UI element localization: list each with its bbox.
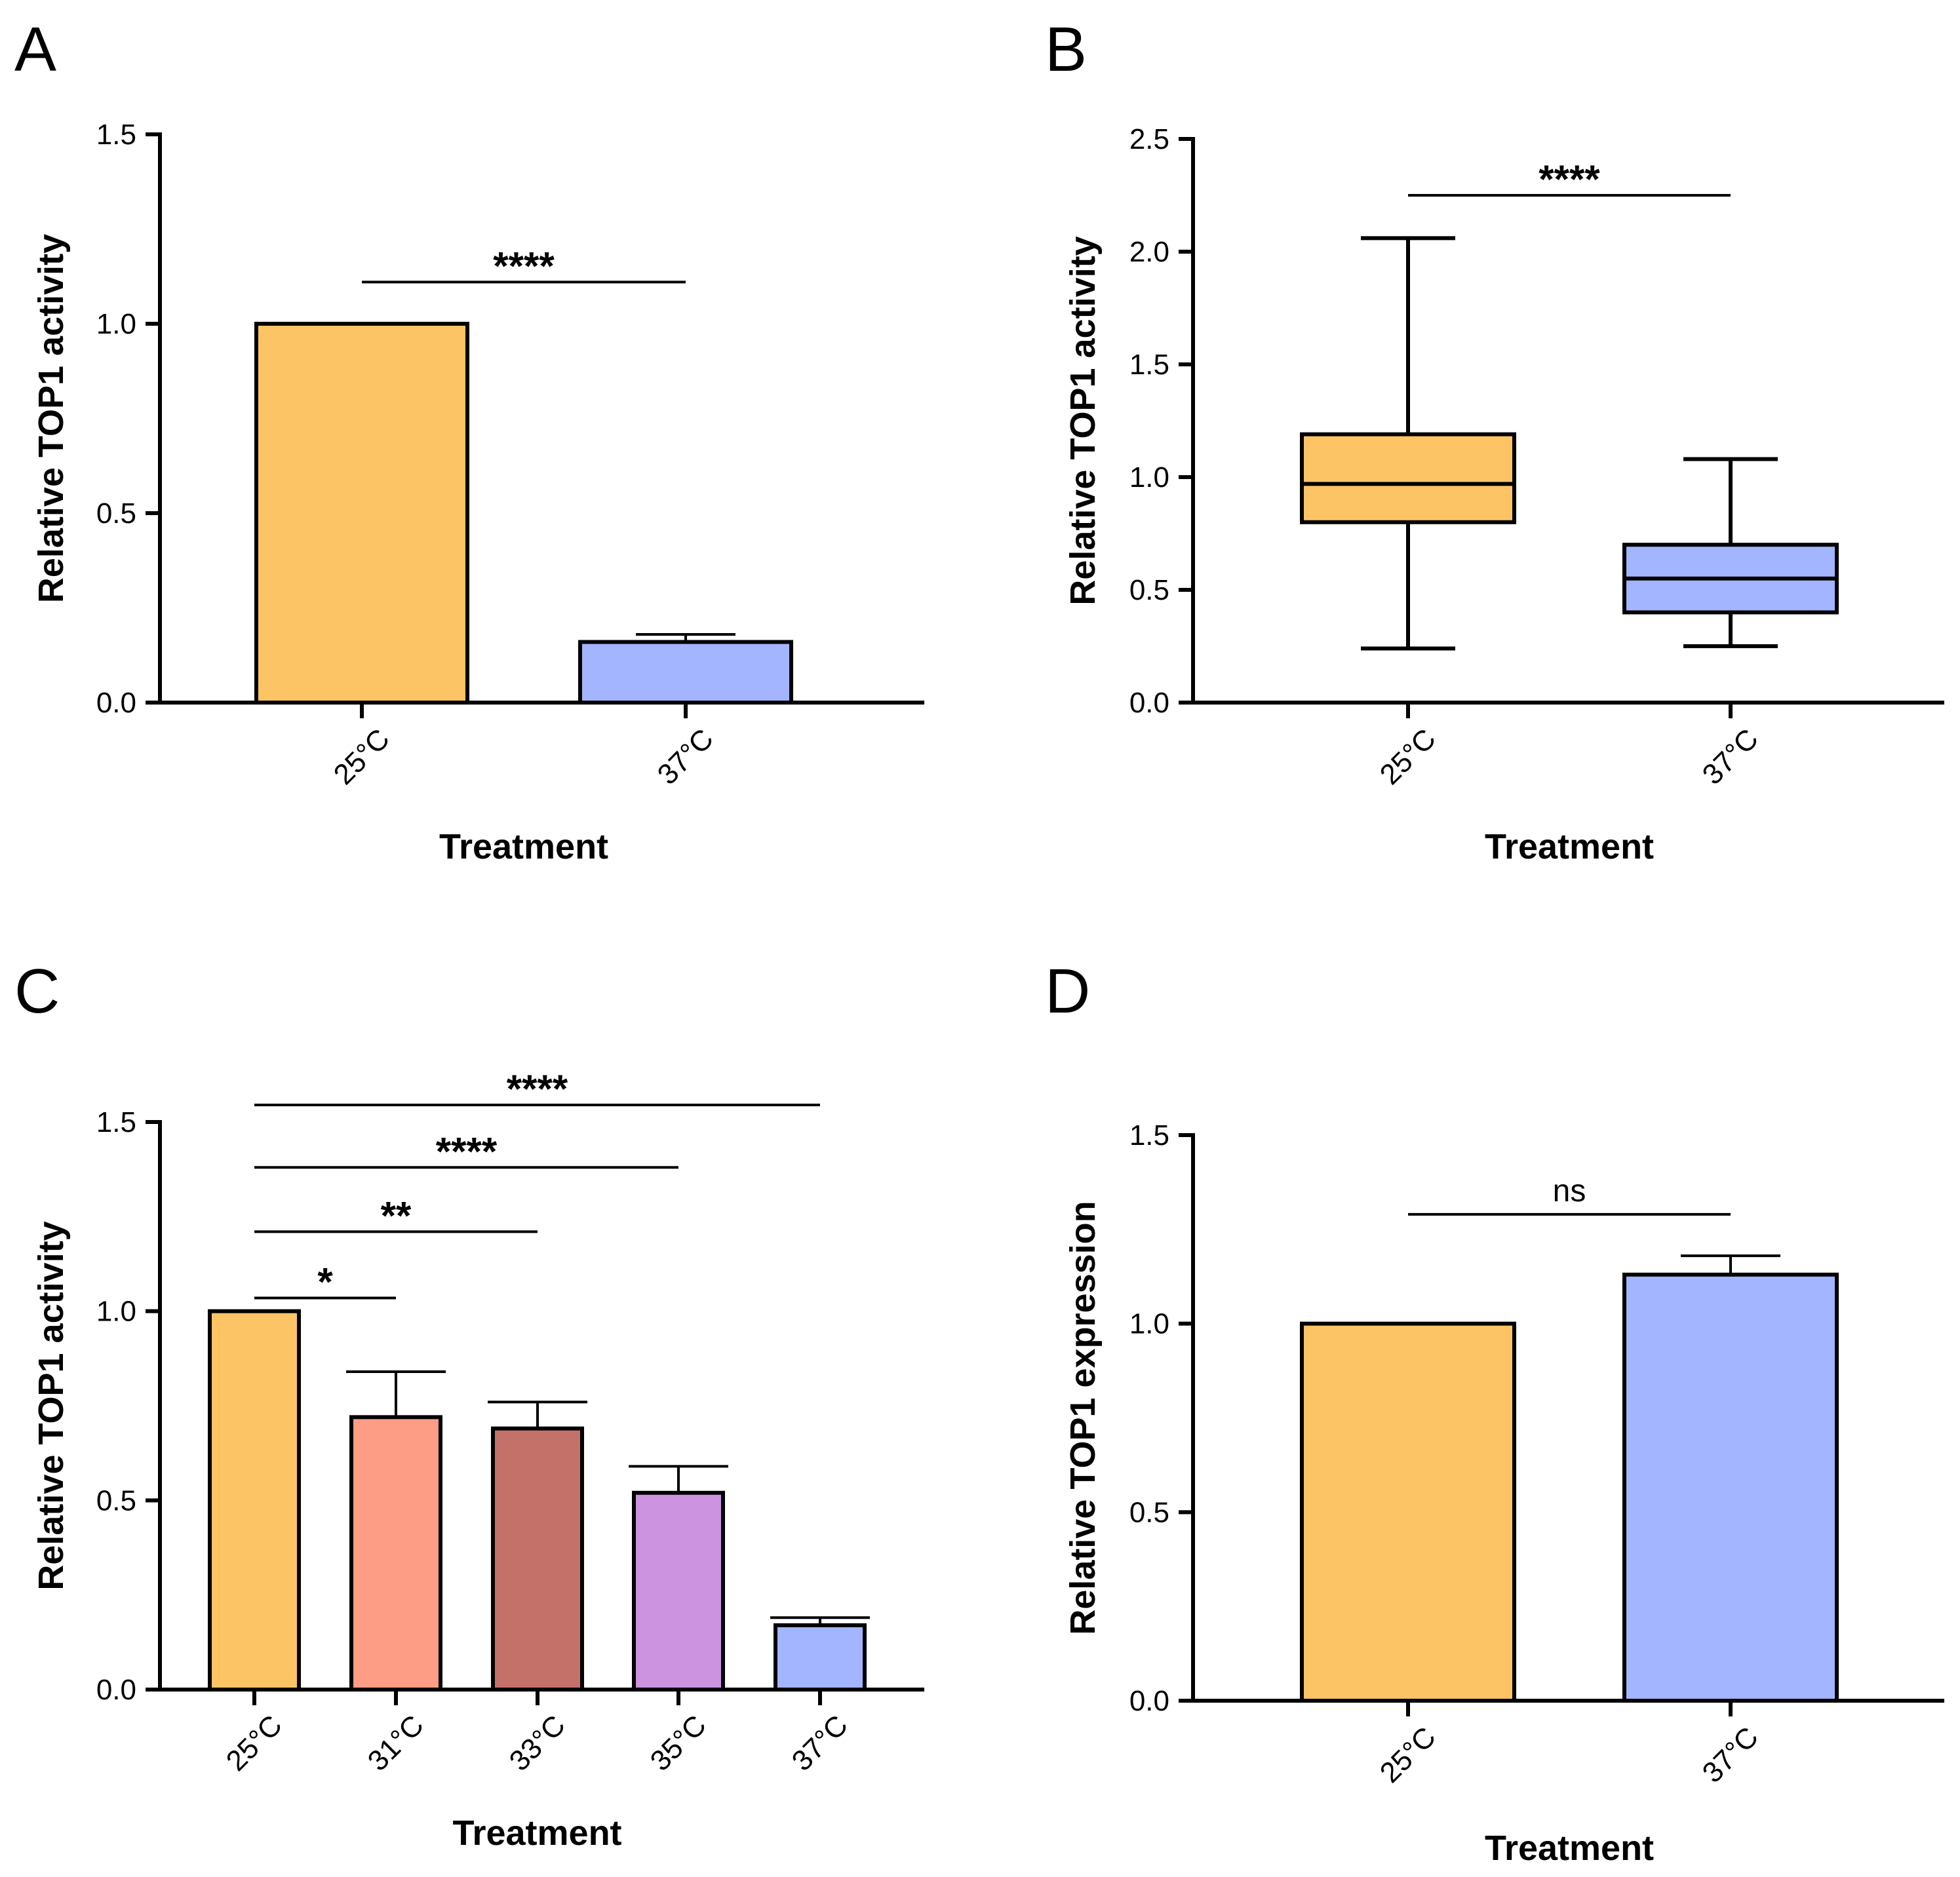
bar-37°C [578, 640, 793, 705]
bar-25°C [1300, 1321, 1516, 1703]
y-axis-title: Relative TOP1 activity [1063, 236, 1103, 605]
box-25°C [1300, 432, 1516, 524]
y-tick-label: 2.5 [1129, 123, 1169, 155]
panel-b: B 0.0 0.5 1.0 1.5 2.0 2.5 25°C 37°C **** Relative … [1045, 14, 1944, 866]
x-tick-label: 37°C [786, 1709, 854, 1777]
bar-31°C [349, 1415, 442, 1692]
x-axis-title: Treatment [439, 827, 608, 866]
bar-37°C [774, 1623, 867, 1692]
x-axis-title: Treatment [452, 1813, 621, 1853]
y-tick-label: 1.0 [96, 308, 136, 340]
significance-label: **** [436, 1129, 498, 1173]
y-tick-label: 1.5 [96, 119, 136, 151]
bar-37°C [1622, 1272, 1839, 1703]
bar-35°C [632, 1490, 725, 1692]
significance-label: **** [493, 244, 555, 288]
y-axis-title: Relative TOP1 activity [31, 1221, 71, 1590]
panel-a: A 0.0 0.5 1.0 1.5 25°C 37°C **** Relative TOP1 a… [14, 14, 924, 866]
y-tick-label: 0.5 [1129, 1496, 1169, 1528]
y-tick-label: 1.5 [96, 1106, 136, 1138]
x-tick-label: 25°C [1374, 1721, 1442, 1789]
x-axis-title: Treatment [1485, 1829, 1654, 1868]
panel-letter: A [14, 14, 56, 85]
panel-d: D 0.0 0.5 1.0 1.5 25°C 37°C ns Relative TOP1 exp… [1045, 956, 1944, 1868]
y-axis-title: Relative TOP1 expression [1063, 1201, 1103, 1635]
significance-label: **** [1539, 157, 1600, 201]
bar-25°C [208, 1309, 301, 1692]
y-tick-label: 1.0 [1129, 461, 1169, 493]
y-axis-title: Relative TOP1 activity [31, 234, 71, 603]
y-tick-label: 1.5 [1129, 349, 1169, 381]
x-tick-label: 35°C [644, 1709, 713, 1777]
x-tick-label: 25°C [1374, 723, 1442, 791]
x-tick-label: 37°C [1696, 723, 1765, 791]
y-tick-label: 0.0 [96, 1674, 136, 1706]
panel-letter: C [14, 956, 60, 1026]
significance-label: ** [381, 1193, 412, 1237]
x-tick-label: 37°C [1696, 1721, 1765, 1789]
x-tick-label: 31°C [362, 1709, 430, 1777]
x-tick-label: 33°C [503, 1709, 572, 1777]
bar-25°C [254, 322, 469, 705]
x-axis-title: Treatment [1485, 827, 1654, 866]
y-tick-label: 0.0 [1129, 687, 1169, 719]
panel-letter: D [1045, 956, 1090, 1026]
y-tick-label: 2.0 [1129, 236, 1169, 268]
panel-c: C0.00.51.01.525°C 31°C 33°C 35°C 37°C*******… [14, 956, 924, 1853]
x-tick-label: 37°C [652, 723, 720, 791]
y-tick-label: 1.0 [96, 1296, 136, 1328]
y-tick-label: 0.5 [96, 1484, 136, 1517]
significance-label: **** [507, 1067, 568, 1111]
y-tick-label: 0.5 [1129, 574, 1169, 606]
y-tick-label: 1.0 [1129, 1308, 1169, 1340]
y-tick-label: 0.0 [1129, 1685, 1169, 1717]
x-tick-label: 25°C [328, 723, 396, 791]
x-tick-label: 25°C [220, 1709, 288, 1777]
significance-label: * [317, 1260, 333, 1304]
y-tick-label: 1.5 [1129, 1119, 1169, 1151]
panel-letter: B [1045, 14, 1087, 85]
y-tick-label: 0.5 [96, 497, 136, 530]
y-tick-label: 0.0 [96, 687, 136, 719]
bar-33°C [491, 1426, 584, 1692]
significance-label: ns [1553, 1174, 1586, 1209]
